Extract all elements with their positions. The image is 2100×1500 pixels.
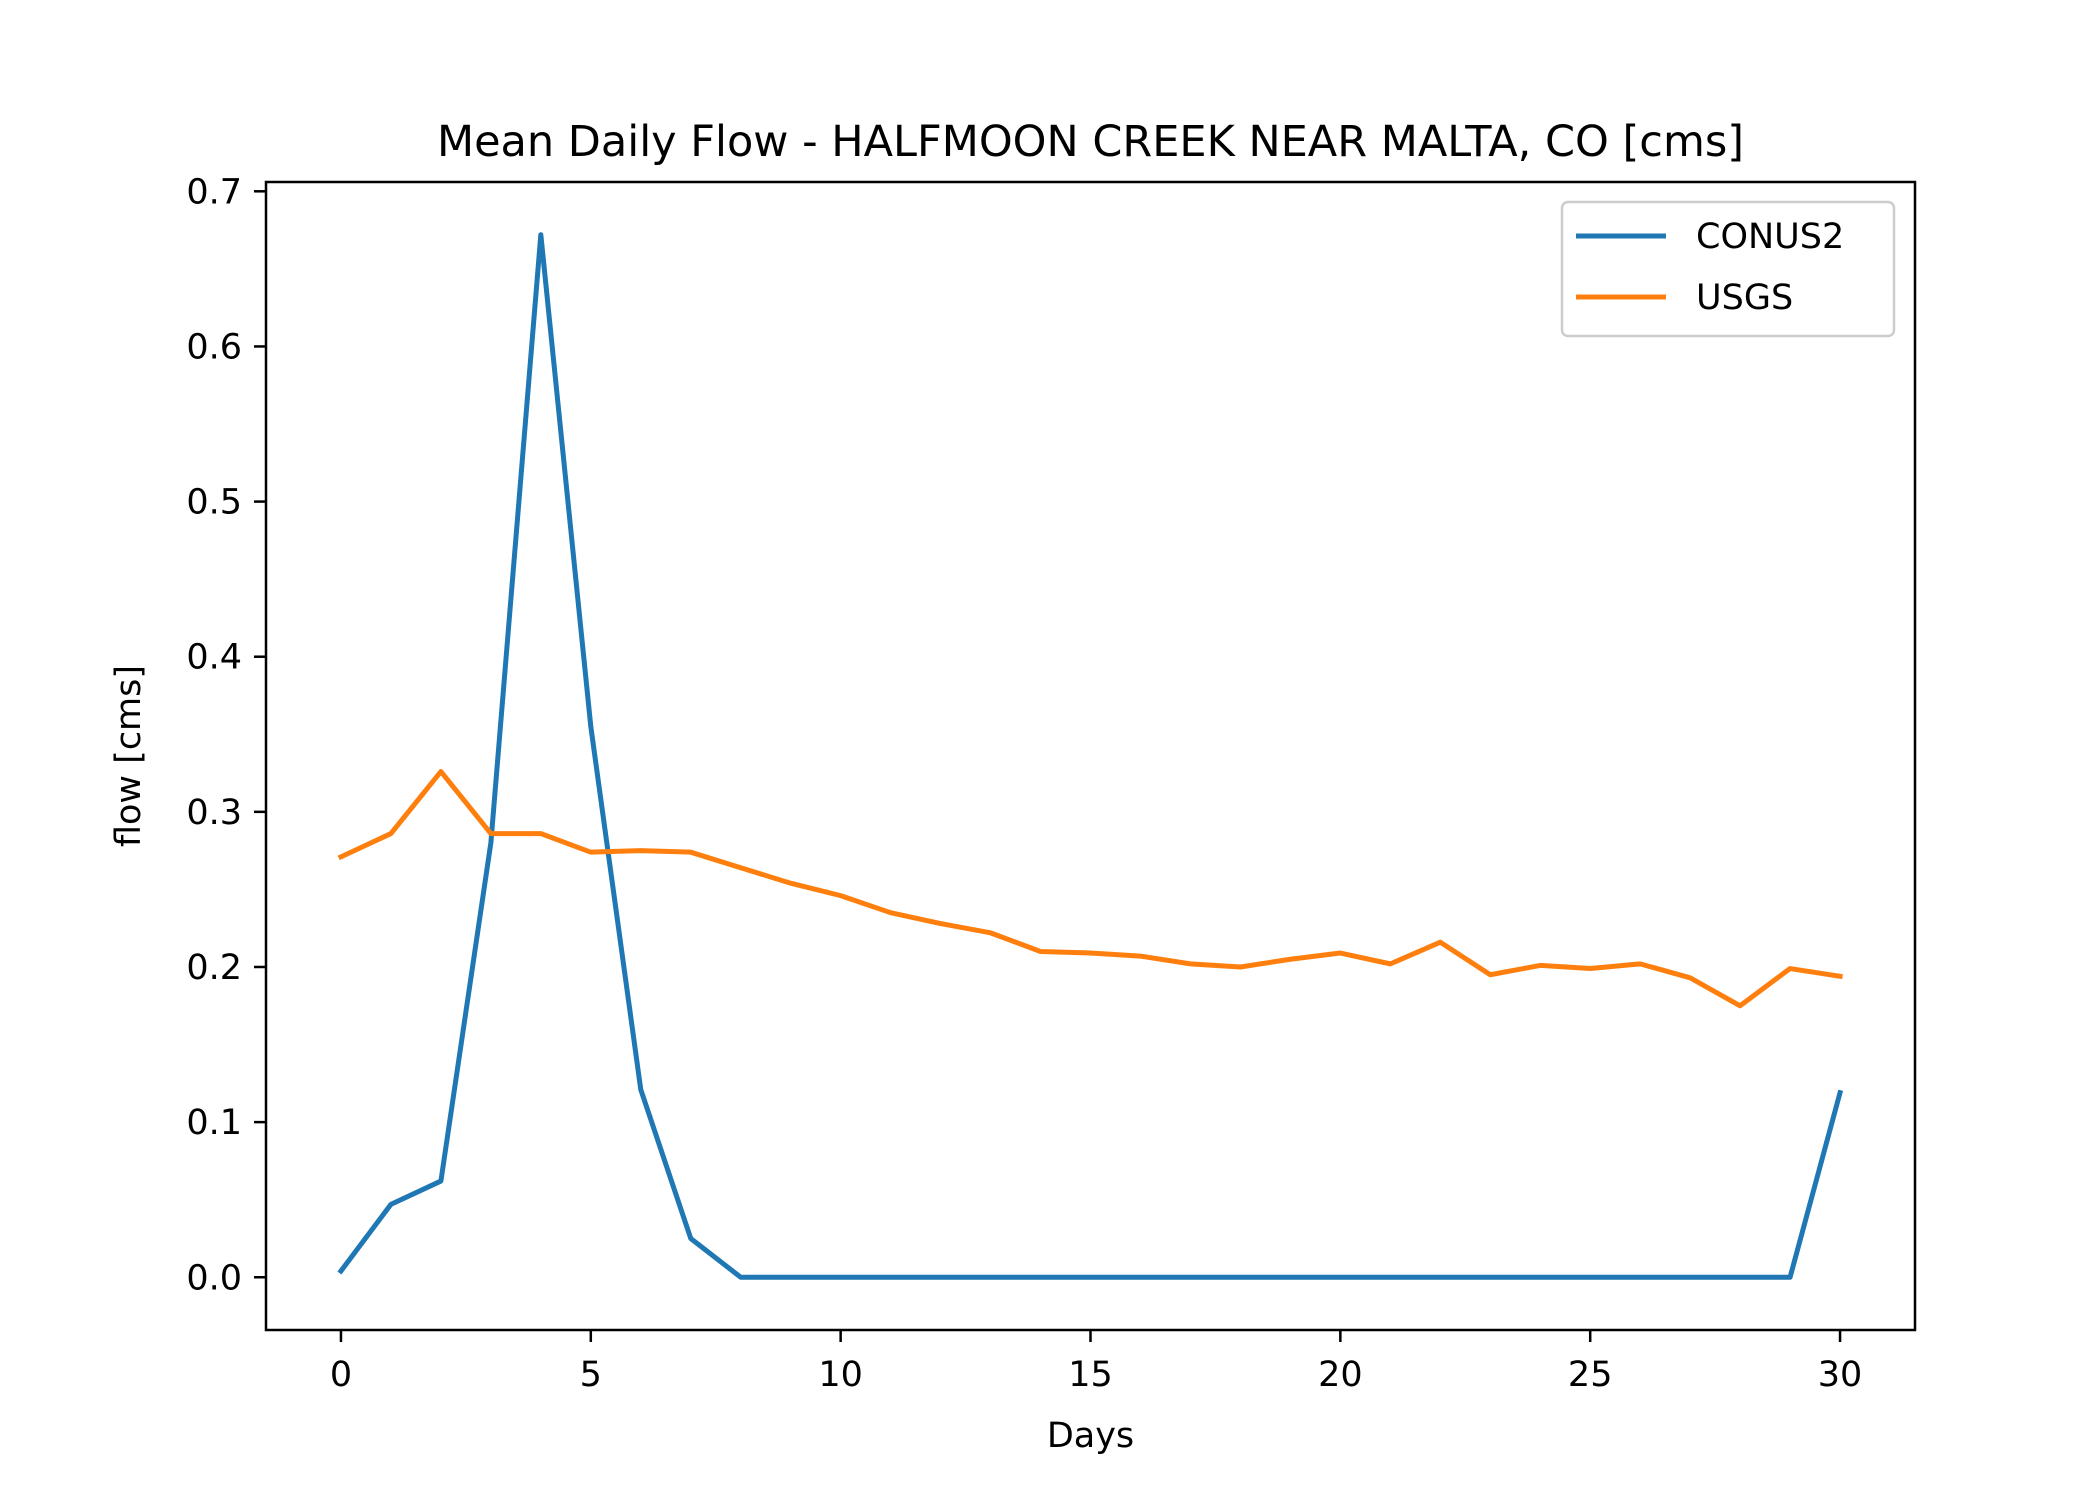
y-tick-label: 0.4	[186, 638, 242, 678]
x-tick-label: 10	[818, 1355, 863, 1395]
y-tick-label: 0.7	[186, 172, 242, 212]
y-tick-label: 0.1	[186, 1103, 242, 1143]
x-axis: 0 5 10 15 20 25 30	[330, 1330, 1863, 1395]
legend: CONUS2 USGS	[1560, 200, 1896, 338]
legend-label: USGS	[1696, 278, 1793, 318]
y-axis: 0.0 0.1 0.2 0.3 0.4 0.5 0.6 0.7	[186, 172, 266, 1298]
y-tick-label: 0.6	[186, 327, 242, 367]
y-axis-label: flow [cms]	[109, 665, 149, 847]
y-tick-label: 0.3	[186, 793, 242, 833]
series-layer	[337, 232, 1844, 1280]
y-tick-label: 0.5	[186, 483, 242, 523]
x-tick-label: 25	[1568, 1355, 1613, 1395]
x-tick-label: 15	[1068, 1355, 1113, 1395]
x-tick-label: 20	[1318, 1355, 1363, 1395]
x-tick-label: 5	[580, 1355, 602, 1395]
x-tick-label: 30	[1818, 1355, 1863, 1395]
series-line-usgs	[337, 769, 1843, 1009]
y-tick-label: 0.2	[186, 948, 242, 988]
legend-label: CONUS2	[1696, 217, 1844, 257]
chart-title: Mean Daily Flow - HALFMOON CREEK NEAR MA…	[437, 117, 1744, 167]
x-axis-label: Days	[1047, 1416, 1134, 1456]
y-tick-label: 0.0	[186, 1258, 242, 1298]
x-tick-label: 0	[330, 1355, 352, 1395]
series-line-conus2	[337, 232, 1844, 1280]
